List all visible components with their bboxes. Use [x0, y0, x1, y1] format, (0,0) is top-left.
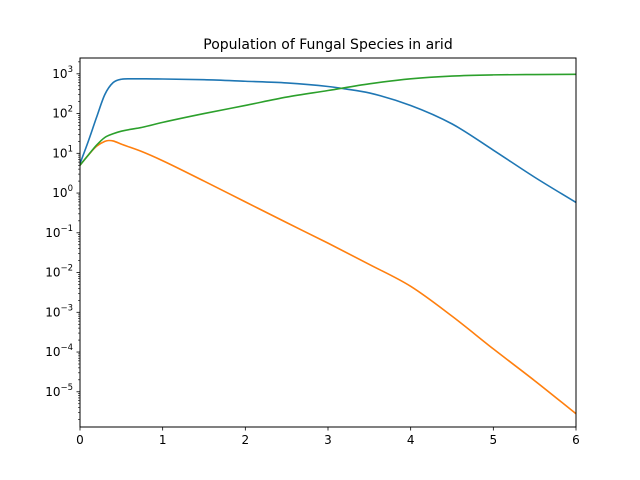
x-tick-label: 0: [76, 433, 84, 447]
series-line-1: [79, 77, 577, 204]
x-tick-label: 2: [242, 433, 250, 447]
chart-title: Population of Fungal Species in arid: [203, 37, 452, 53]
y-tick-label: 10−1: [45, 224, 73, 240]
x-tick-label: 1: [159, 433, 167, 447]
x-tick-label: 5: [490, 433, 498, 447]
x-tick-label: 6: [572, 433, 580, 447]
y-tick-label: 10−2: [45, 264, 73, 280]
y-axis: 103 102 101 100 10−1 10−2 10−3 10−4 10−5: [45, 61, 80, 420]
y-tick-label: 102: [52, 105, 73, 121]
series-line-3: [79, 73, 577, 166]
y-tick-label: 101: [52, 144, 73, 160]
y-tick-label: 103: [52, 65, 73, 81]
y-tick-label: 10−5: [45, 383, 73, 399]
series-line-2: [79, 139, 577, 415]
y-tick-label: 10−4: [45, 343, 73, 359]
series-layer: [79, 73, 577, 415]
y-tick-label: 100: [52, 184, 73, 200]
x-tick-label: 3: [324, 433, 332, 447]
x-tick-label: 4: [407, 433, 415, 447]
x-axis: 0 1 2 3 4 5 6: [76, 427, 580, 447]
y-tick-label: 10−3: [45, 303, 73, 319]
